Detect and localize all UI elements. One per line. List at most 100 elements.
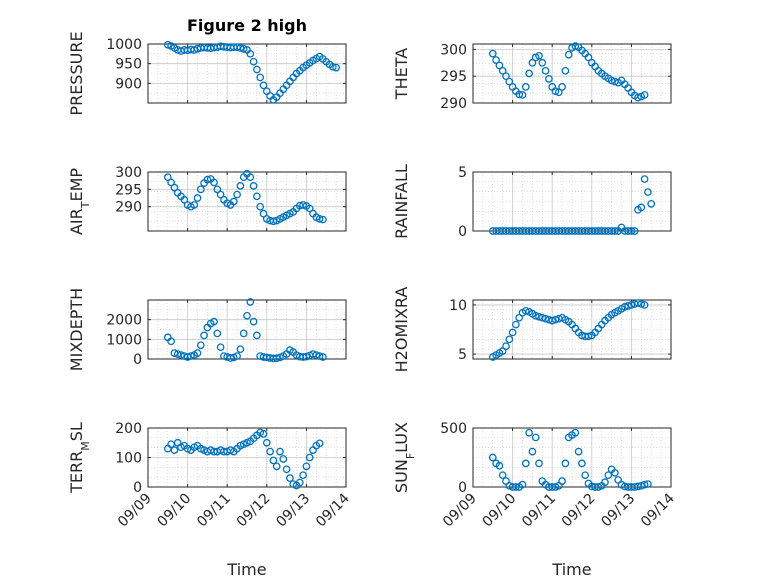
data-point <box>190 201 199 209</box>
y-axis-label: PRESSURE <box>67 31 86 115</box>
y-tick-label: 5 <box>458 165 467 181</box>
series-points <box>488 428 652 491</box>
data-point <box>319 215 327 224</box>
y-tick-label: 300 <box>440 42 467 58</box>
x-axis-label: Time <box>226 560 266 579</box>
data-point <box>229 197 238 206</box>
data-point <box>594 483 603 491</box>
data-point <box>233 352 241 360</box>
data-point <box>170 183 179 192</box>
data-point <box>203 175 212 184</box>
data-point <box>502 342 510 351</box>
data-point <box>193 194 202 202</box>
data-point <box>488 49 497 58</box>
data-point <box>611 227 619 235</box>
series-points <box>488 42 649 102</box>
data-point <box>163 40 172 49</box>
data-point <box>272 354 281 363</box>
data-point <box>253 331 261 340</box>
data-point <box>236 44 245 52</box>
data-point <box>548 316 557 325</box>
data-point <box>640 480 649 489</box>
data-point <box>266 447 274 456</box>
data-point <box>302 352 311 361</box>
data-point <box>210 178 218 187</box>
data-point <box>535 312 543 321</box>
data-point <box>531 311 540 320</box>
data-point <box>581 471 590 480</box>
data-point <box>226 354 235 362</box>
data-point <box>640 91 649 99</box>
data-point <box>627 301 636 309</box>
data-point <box>551 87 560 96</box>
data-point <box>187 352 195 360</box>
data-point <box>604 471 613 480</box>
data-point <box>574 447 583 456</box>
data-point <box>620 303 629 311</box>
y-axis-label: SUNFLUX <box>392 422 417 493</box>
data-point <box>328 62 337 71</box>
data-point <box>558 477 566 485</box>
y-axis-label: TERRMSL <box>67 422 92 494</box>
data-point <box>299 471 307 480</box>
data-point <box>315 215 324 223</box>
data-point <box>644 480 652 488</box>
data-point <box>535 51 543 60</box>
data-point <box>498 66 507 75</box>
y-axis-label: RAINFALL <box>392 164 411 239</box>
y-tick-label: 0 <box>458 224 467 240</box>
data-point <box>239 44 248 53</box>
y-tick-label: 5 <box>458 347 467 363</box>
axes-box <box>147 171 347 232</box>
data-point <box>279 455 288 463</box>
data-point <box>521 306 530 315</box>
data-point <box>190 46 199 54</box>
y-axis-label: AIRTEMP <box>67 168 92 235</box>
data-point <box>564 50 573 59</box>
data-point <box>312 351 321 359</box>
axes-box <box>147 43 347 104</box>
data-point <box>512 483 520 491</box>
data-point <box>488 453 497 462</box>
data-point <box>584 332 593 341</box>
data-point <box>647 200 656 208</box>
y-tick-label: 10 <box>449 298 467 314</box>
data-point <box>538 58 547 67</box>
y-tick-label: 1000 <box>106 37 142 53</box>
series-points <box>488 175 656 235</box>
data-point <box>521 83 530 91</box>
data-point <box>233 190 241 199</box>
data-point <box>502 72 510 81</box>
y-axis-label: H2OMIXRA <box>392 287 411 373</box>
data-point <box>640 175 649 183</box>
series-points <box>163 169 327 226</box>
y-tick-label: 0 <box>133 352 142 368</box>
data-point <box>210 317 218 326</box>
data-point <box>246 298 255 306</box>
data-point <box>525 428 533 437</box>
data-point <box>236 345 245 354</box>
data-point <box>505 77 514 86</box>
data-point <box>196 185 205 194</box>
data-point <box>305 453 314 462</box>
data-point <box>644 188 652 196</box>
data-point <box>634 299 642 307</box>
data-point <box>239 329 248 338</box>
axes-box <box>472 299 672 360</box>
data-point <box>177 351 185 359</box>
data-point <box>262 438 271 447</box>
data-point <box>528 447 537 456</box>
data-point <box>525 69 533 78</box>
data-point <box>246 173 255 182</box>
data-point <box>571 428 580 437</box>
data-point <box>551 315 560 324</box>
x-axis-label: Time <box>551 560 591 579</box>
y-tick-label: 2000 <box>106 313 142 329</box>
y-axis-label: THETA <box>392 48 411 100</box>
y-tick-label: 295 <box>440 69 467 85</box>
data-point <box>200 331 208 340</box>
data-point <box>535 459 543 468</box>
data-point <box>193 349 202 357</box>
